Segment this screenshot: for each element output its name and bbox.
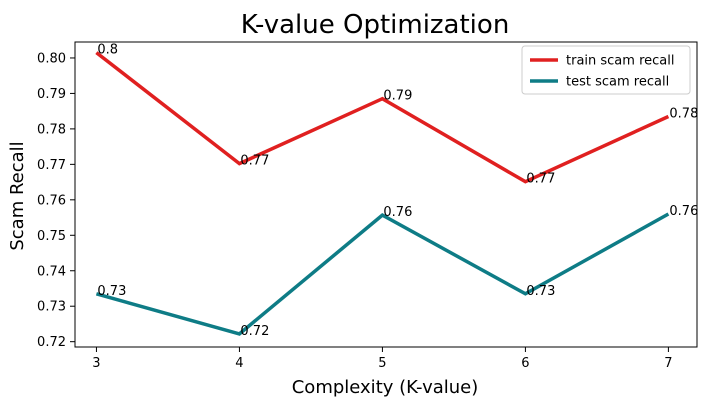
x-tick-label: 5 <box>378 356 386 371</box>
y-tick-label: 0.76 <box>37 193 66 208</box>
series-line-2 <box>95 212 670 336</box>
y-tick-label: 0.72 <box>37 335 66 350</box>
y-axis-label: Scam Recall <box>7 141 28 250</box>
y-tick-label: 0.75 <box>37 229 66 244</box>
y-tick-label: 0.80 <box>37 51 66 66</box>
data-label: 0.73 <box>526 284 555 299</box>
x-axis-label: Complexity (K-value) <box>292 377 479 398</box>
x-tick-label: 4 <box>235 356 243 371</box>
chart-title: K-value Optimization <box>241 10 510 40</box>
y-tick-label: 0.79 <box>37 87 66 102</box>
data-label: 0.76 <box>669 204 698 219</box>
legend-label: train scam recall <box>566 54 674 69</box>
y-tick-label: 0.77 <box>37 158 66 173</box>
plot-frame <box>74 41 698 348</box>
series-line-1 <box>95 51 670 184</box>
legend: train scam recall test scam recall <box>521 45 691 95</box>
data-label: 0.76 <box>383 205 412 220</box>
legend-label: test scam recall <box>566 75 669 90</box>
data-label: 0.79 <box>383 89 412 104</box>
data-label: 0.72 <box>240 324 269 339</box>
legend-frame <box>521 45 691 95</box>
x-tick-label: 6 <box>521 356 529 371</box>
y-tick-label: 0.73 <box>37 300 66 315</box>
data-label: 0.77 <box>240 154 269 169</box>
x-tick-label: 3 <box>92 356 100 371</box>
data-label: 0.73 <box>97 284 126 299</box>
data-label: 0.77 <box>526 172 555 187</box>
data-label: 0.78 <box>669 107 698 122</box>
data-label: 0.8 <box>97 43 118 58</box>
y-tick-label: 0.74 <box>37 264 66 279</box>
y-tick-label: 0.78 <box>37 122 66 137</box>
x-tick-label: 7 <box>664 356 672 371</box>
